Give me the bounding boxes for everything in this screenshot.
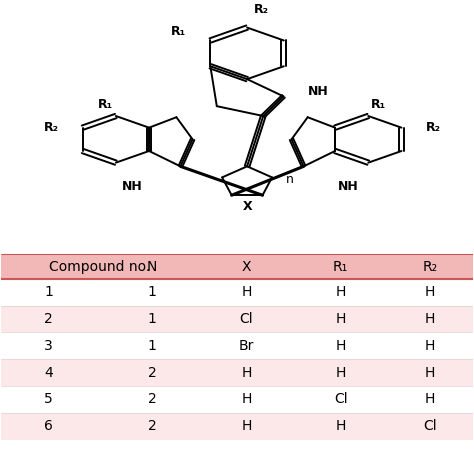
Text: 2: 2	[148, 366, 156, 380]
Text: R₁: R₁	[333, 260, 348, 274]
Text: NH: NH	[122, 180, 142, 193]
Text: NH: NH	[309, 85, 329, 98]
Text: 2: 2	[148, 419, 156, 433]
Text: R₂: R₂	[426, 121, 440, 134]
Text: H: H	[336, 312, 346, 326]
Text: R₂: R₂	[423, 260, 438, 274]
Text: 5: 5	[44, 392, 53, 406]
Text: Br: Br	[239, 339, 254, 353]
Text: X: X	[242, 260, 251, 274]
Bar	[1, 279, 473, 306]
Text: R₁: R₁	[171, 25, 186, 38]
Text: R₁: R₁	[371, 99, 386, 112]
Text: H: H	[336, 366, 346, 380]
Text: H: H	[425, 285, 436, 299]
Text: H: H	[336, 339, 346, 353]
Text: R₁: R₁	[98, 99, 113, 112]
Text: X: X	[242, 200, 252, 213]
Text: NH: NH	[337, 180, 358, 193]
Text: 4: 4	[44, 366, 53, 380]
Text: H: H	[241, 285, 252, 299]
Text: R₂: R₂	[254, 3, 269, 16]
Text: H: H	[336, 285, 346, 299]
Text: n: n	[285, 173, 293, 186]
Text: H: H	[425, 392, 436, 406]
Text: 3: 3	[44, 339, 53, 353]
Text: H: H	[425, 366, 436, 380]
Text: H: H	[336, 419, 346, 433]
Text: R₂: R₂	[44, 121, 59, 134]
Text: N: N	[147, 260, 157, 274]
Text: 2: 2	[44, 312, 53, 326]
Text: 1: 1	[148, 339, 156, 353]
Bar	[1, 386, 473, 413]
Text: 1: 1	[148, 312, 156, 326]
Text: H: H	[241, 419, 252, 433]
Text: 6: 6	[44, 419, 53, 433]
Text: H: H	[241, 366, 252, 380]
Text: H: H	[425, 312, 436, 326]
Text: Cl: Cl	[334, 392, 347, 406]
Text: Cl: Cl	[240, 312, 253, 326]
Bar	[1, 306, 473, 333]
Text: H: H	[241, 392, 252, 406]
Text: 2: 2	[148, 392, 156, 406]
Bar	[1, 359, 473, 386]
Text: 1: 1	[148, 285, 156, 299]
Bar	[1, 333, 473, 359]
Text: 1: 1	[44, 285, 53, 299]
Text: H: H	[425, 339, 436, 353]
Bar	[1, 413, 473, 440]
Text: Cl: Cl	[423, 419, 437, 433]
Text: Compound no.: Compound no.	[48, 260, 150, 274]
Bar	[1, 254, 473, 279]
